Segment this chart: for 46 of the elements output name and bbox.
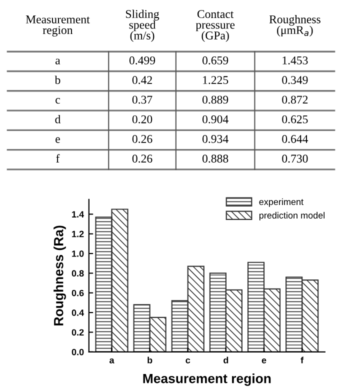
text: c (56, 98, 60, 104)
text: b (54, 76, 60, 84)
y-tick-label: 1.2 (72, 230, 84, 238)
y-tick-label: 0.2 (72, 329, 84, 336)
y-axis-title: Roughness (Ra) (54, 226, 66, 326)
text: d (55, 115, 61, 124)
text: 0.934 (202, 134, 228, 144)
text: Sliding speed (m/s) (126, 10, 160, 42)
x-axis-title: Measurement region (143, 374, 271, 386)
text: 0.872 (282, 96, 308, 104)
x-tick-label: e (262, 358, 266, 364)
text: Measurement region (26, 16, 90, 37)
text: 0.42 (132, 76, 152, 84)
y-tick-label: 1.4 (72, 211, 84, 218)
text: 0.37 (132, 96, 152, 104)
y-tick-label: 0.4 (72, 310, 84, 316)
text: e (56, 137, 60, 143)
text: 0.625 (282, 115, 308, 124)
x-tick-label: d (224, 356, 228, 364)
x-tick-label: c (186, 358, 190, 364)
text: 0.888 (202, 154, 228, 163)
x-tick-label: f (300, 356, 304, 364)
text: Contact pressure (GPa) (196, 10, 235, 42)
text: 0.889 (202, 96, 228, 104)
text: 0.349 (282, 76, 308, 84)
text: 0.659 (202, 56, 228, 64)
text: a (56, 58, 60, 64)
y-tick-label: 0.0 (72, 348, 84, 356)
legend-label: prediction model (259, 212, 325, 220)
text: 0.644 (282, 134, 308, 144)
text: 0.499 (129, 56, 156, 64)
y-tick-label: 0.6 (72, 290, 84, 296)
x-tick-label: b (148, 356, 152, 364)
text: 0.26 (132, 154, 152, 163)
legend-label: experiment (259, 198, 304, 207)
y-tick-label: 1.0 (72, 250, 84, 257)
text: 1.453 (282, 56, 308, 64)
text: 1.225 (203, 76, 228, 84)
text: 0.26 (132, 134, 152, 144)
text: f (56, 154, 60, 162)
text: 0.904 (202, 115, 228, 124)
text: 0.20 (132, 115, 152, 124)
y-tick-label: 0.8 (72, 270, 84, 277)
text: Roughness (μmR$_{a}$) (269, 15, 320, 36)
x-tick-label: a (110, 358, 114, 364)
text: 0.730 (282, 154, 308, 163)
